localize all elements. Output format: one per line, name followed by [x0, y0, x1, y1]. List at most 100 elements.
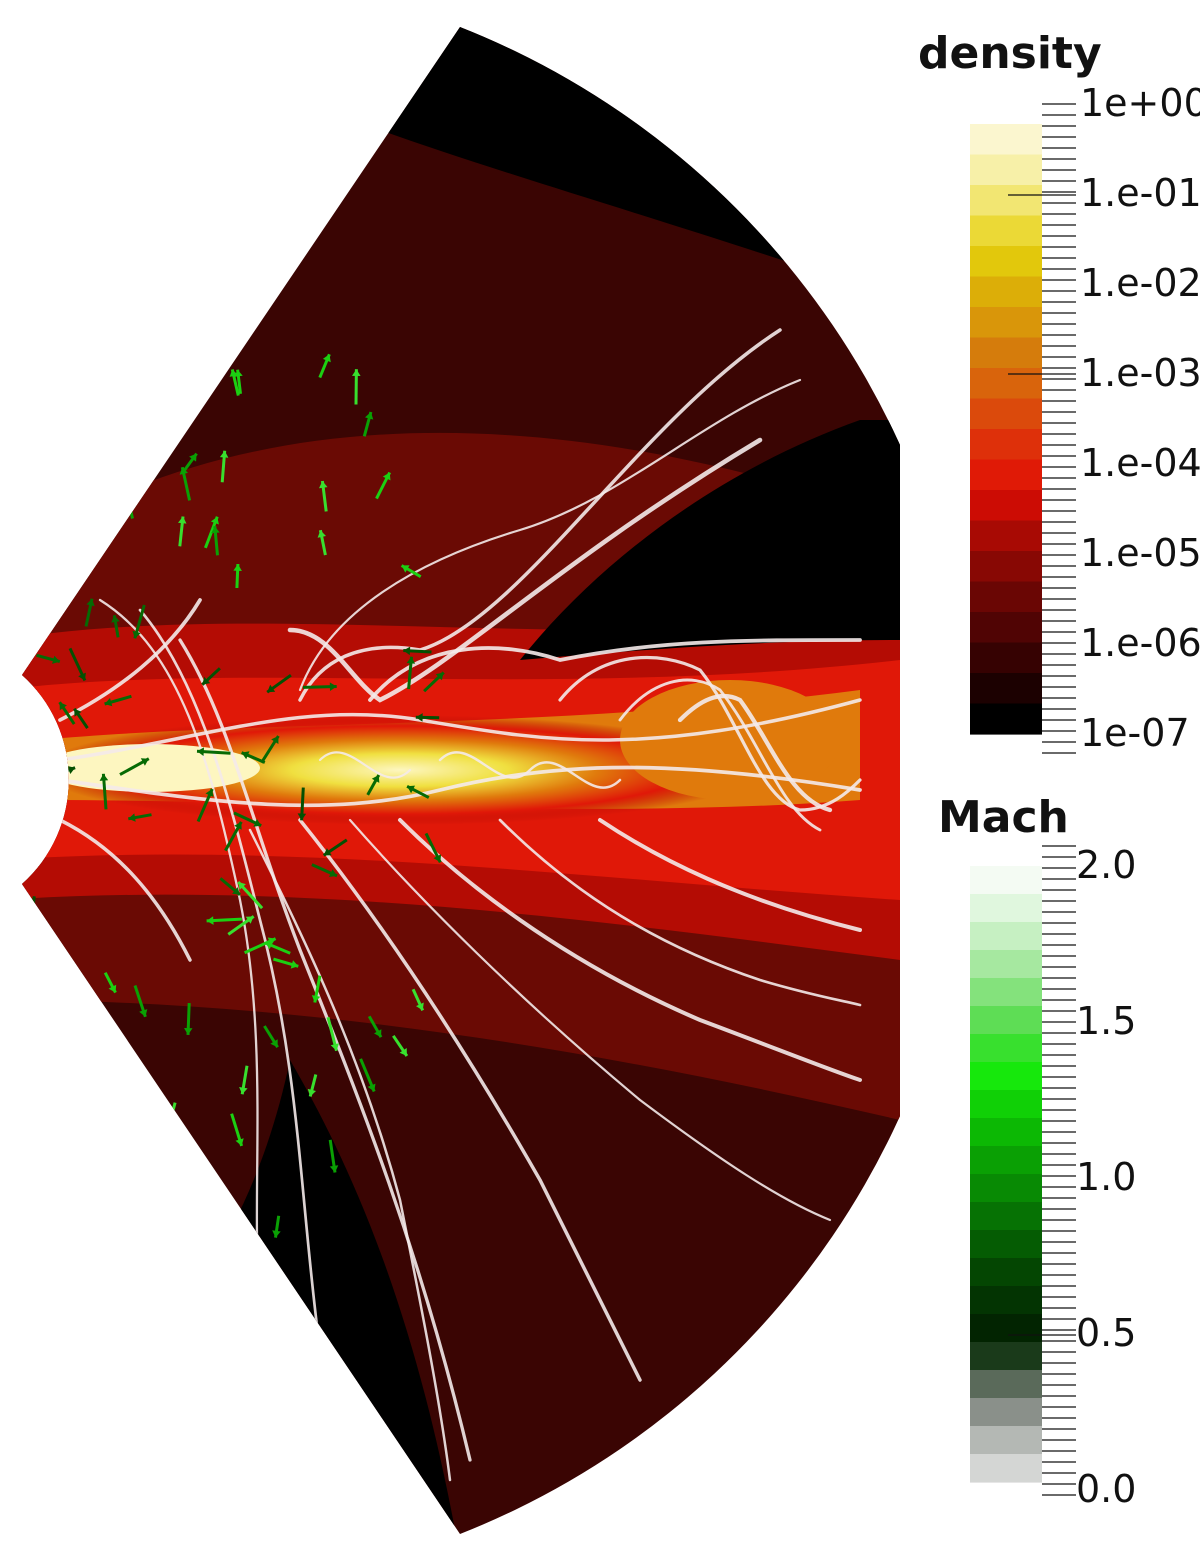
- velocity-arrow: [182, 452, 198, 473]
- colorbar-swatch: [970, 922, 1042, 951]
- velocity-arrow: [411, 988, 425, 1012]
- velocity-arrow-head: [365, 412, 374, 420]
- velocity-arrow-head: [433, 854, 442, 863]
- colorbar-swatch: [970, 642, 1042, 674]
- velocity-arrow: [123, 489, 134, 519]
- density-tick-label: 1e-07: [1080, 711, 1190, 755]
- velocity-arrow-head: [311, 995, 321, 1003]
- velocity-arrow: [237, 880, 264, 910]
- velocity-arrow: [196, 788, 214, 823]
- streamline: [318, 751, 412, 779]
- velocity-arrow-head: [367, 1083, 376, 1092]
- mach-tick-label: 1.5: [1076, 999, 1136, 1043]
- velocity-arrow: [311, 975, 322, 1003]
- velocity-arrow: [302, 682, 337, 691]
- velocity-arrow: [219, 450, 229, 483]
- density-tick-label: 1.e-05: [1080, 531, 1200, 575]
- velocity-arrow: [272, 1215, 281, 1238]
- velocity-arrow: [307, 1074, 318, 1097]
- velocity-arrow-head: [399, 1048, 407, 1056]
- velocity-arrow-head: [202, 676, 211, 685]
- velocity-arrow-head: [210, 516, 219, 525]
- streamline: [298, 818, 642, 1382]
- streamline: [178, 638, 472, 1462]
- density-color-swatches: [970, 124, 1042, 735]
- colorbar-swatch: [970, 276, 1042, 308]
- velocity-arrow-head: [206, 916, 214, 925]
- velocity-arrow-head: [253, 818, 262, 827]
- velocity-arrow: [243, 937, 277, 955]
- density-tick-label: 1.e-04: [1080, 441, 1200, 485]
- velocity-arrow-head: [179, 467, 188, 475]
- velocity-arrow-head: [267, 937, 276, 946]
- streamline: [298, 328, 782, 702]
- velocity-arrow: [230, 1113, 244, 1147]
- velocity-arrow-head: [238, 882, 246, 890]
- disk-core: [40, 715, 760, 825]
- velocity-arrow: [103, 972, 117, 994]
- velocity-arrow: [164, 1102, 177, 1135]
- streamline: [618, 678, 822, 832]
- colorbar-swatch: [970, 1202, 1042, 1231]
- streamline: [598, 818, 862, 932]
- velocity-arrow-head: [178, 516, 187, 524]
- velocity-arrow: [179, 466, 192, 501]
- velocity-arrow-head: [59, 702, 67, 711]
- streamline: [558, 655, 862, 812]
- velocity-arrow-shaft: [165, 1102, 177, 1135]
- velocity-arrow-head: [245, 916, 254, 924]
- velocity-arrow: [203, 516, 219, 549]
- velocity-arrow: [317, 529, 327, 556]
- colorbar-swatch: [970, 1454, 1042, 1483]
- colorbar-swatch: [970, 337, 1042, 369]
- mach-tick-label: 0.5: [1076, 1311, 1136, 1355]
- velocity-arrow: [326, 1016, 339, 1052]
- velocity-arrow: [234, 369, 243, 394]
- colorbar-swatch: [970, 1370, 1042, 1399]
- velocity-arrow: [178, 516, 187, 547]
- colorbar-swatch: [970, 1034, 1042, 1063]
- velocity-arrow-head: [150, 441, 159, 449]
- velocity-arrow: [415, 713, 440, 722]
- velocity-arrow: [260, 735, 280, 764]
- mach-tick-label: 0.0: [1076, 1467, 1136, 1511]
- velocity-arrow-head: [139, 1009, 148, 1017]
- velocity-arrow: [31, 730, 51, 751]
- velocity-arrow: [400, 564, 422, 578]
- colorbar-swatch: [970, 520, 1042, 552]
- colorbar-swatch: [970, 429, 1042, 461]
- velocity-arrow-head: [416, 1002, 424, 1011]
- density-bar-title: density: [918, 28, 1102, 79]
- streamline: [348, 818, 832, 1222]
- velocity-arrow: [328, 1139, 339, 1173]
- streamline: [498, 818, 862, 1007]
- velocity-arrow-head: [329, 682, 337, 691]
- velocity-arrow: [362, 411, 374, 437]
- velocity-arrow-head: [403, 646, 411, 656]
- velocity-arrow-shaft: [22, 718, 44, 731]
- velocity-arrow-head: [234, 821, 242, 830]
- velocity-arrow: [184, 1003, 193, 1035]
- colorbar-swatch: [970, 307, 1042, 339]
- colorbar-swatch: [970, 246, 1042, 278]
- velocity-arrow-head: [52, 655, 60, 664]
- velocity-arrow-head: [123, 490, 132, 498]
- velocity-arrow-head: [27, 913, 37, 921]
- velocity-arrow: [196, 747, 231, 756]
- velocity-arrow: [311, 863, 338, 878]
- velocity-arrow: [367, 1015, 383, 1038]
- velocity-arrow-head: [99, 773, 109, 781]
- colorbar-swatch: [970, 215, 1042, 247]
- density-colorbar: density 1e+00 1.e-01 1.e-02 1.e-03 1.e-0…: [918, 28, 1200, 755]
- colorbar-swatch: [970, 185, 1042, 217]
- velocity-arrow: [128, 813, 152, 822]
- streamline: [138, 608, 322, 1352]
- velocity-arrow-head: [86, 598, 95, 607]
- density-tick-label: 1.e-03: [1080, 351, 1200, 395]
- velocity-arrow: [375, 471, 392, 500]
- velocity-arrow-head: [111, 615, 120, 623]
- colorbar-swatch: [970, 612, 1042, 644]
- velocity-arrow: [133, 985, 148, 1018]
- streamline: [98, 598, 262, 1302]
- density-tick-label: 1e+00: [1080, 81, 1200, 125]
